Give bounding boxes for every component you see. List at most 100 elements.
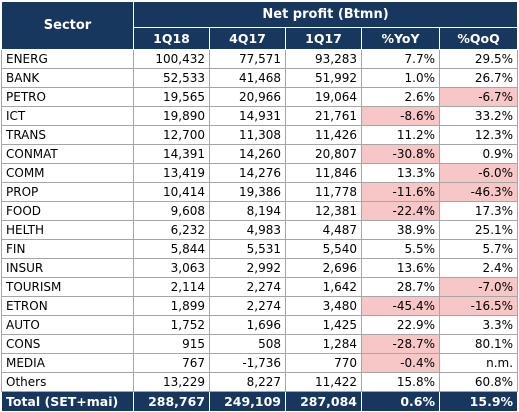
value-1q18-cell: 1,899 (133, 296, 210, 316)
column-header-yoy: %YoY (361, 27, 440, 50)
yoy-cell: 7.7% (361, 49, 440, 69)
table-body: ENERG 100,432 77,571 93,283 7.7% 29.5% BANK 52,… (1, 49, 519, 392)
qoq-cell: 0.9% (438, 144, 519, 164)
table-row: INSUR 3,063 2,992 2,696 13.6% 2.4% (1, 258, 519, 278)
qoq-cell: -6.7% (438, 87, 519, 107)
value-4q17-cell: 2,274 (209, 277, 286, 297)
value-4q17-cell: 19,386 (209, 182, 286, 202)
total-row: Total (SET+mai) 288,767 249,109 287,084 … (1, 391, 519, 412)
value-1q17-cell: 21,761 (285, 106, 362, 126)
total-4q17: 249,109 (209, 391, 286, 412)
table-row: ICT 19,890 14,931 21,761 -8.6% 33.2% (1, 106, 519, 126)
qoq-cell: -7.0% (438, 277, 519, 297)
value-1q17-cell: 20,807 (285, 144, 362, 164)
yoy-cell: -22.4% (361, 201, 440, 221)
value-1q18-cell: 13,229 (133, 372, 210, 392)
total-label: Total (SET+mai) (1, 391, 134, 412)
column-header-1q17: 1Q17 (285, 27, 362, 50)
yoy-cell: 13.6% (361, 258, 440, 278)
value-1q17-cell: 11,846 (285, 163, 362, 183)
value-1q17-cell: 1,284 (285, 334, 362, 354)
value-4q17-cell: 14,276 (209, 163, 286, 183)
value-1q18-cell: 1,752 (133, 315, 210, 335)
value-1q18-cell: 6,232 (133, 220, 210, 240)
value-4q17-cell: 2,992 (209, 258, 286, 278)
value-1q18-cell: 52,533 (133, 68, 210, 88)
yoy-cell: 2.6% (361, 87, 440, 107)
value-1q18-cell: 9,608 (133, 201, 210, 221)
sector-header: Sector (1, 1, 134, 50)
value-4q17-cell: 41,468 (209, 68, 286, 88)
qoq-cell: 2.4% (438, 258, 519, 278)
value-1q18-cell: 19,890 (133, 106, 210, 126)
qoq-cell: 33.2% (438, 106, 519, 126)
yoy-cell: 15.8% (361, 372, 440, 392)
value-1q18-cell: 5,844 (133, 239, 210, 259)
qoq-cell: 25.1% (438, 220, 519, 240)
qoq-cell: -6.0% (438, 163, 519, 183)
value-1q17-cell: 4,487 (285, 220, 362, 240)
qoq-cell: 29.5% (438, 49, 519, 69)
value-1q17-cell: 11,426 (285, 125, 362, 145)
value-4q17-cell: 14,931 (209, 106, 286, 126)
yoy-cell: -30.8% (361, 144, 440, 164)
sector-cell: MEDIA (1, 353, 134, 373)
table-row: FIN 5,844 5,531 5,540 5.5% 5.7% (1, 239, 519, 259)
value-4q17-cell: 8,194 (209, 201, 286, 221)
yoy-cell: -8.6% (361, 106, 440, 126)
qoq-cell: n.m. (438, 353, 519, 373)
value-4q17-cell: 14,260 (209, 144, 286, 164)
sector-cell: INSUR (1, 258, 134, 278)
qoq-cell: -16.5% (438, 296, 519, 316)
value-1q17-cell: 1,425 (285, 315, 362, 335)
value-1q17-cell: 51,992 (285, 68, 362, 88)
column-header-row: 1Q18 4Q17 1Q17 %YoY %QoQ (2, 27, 519, 50)
sector-cell: HELTH (1, 220, 134, 240)
value-1q17-cell: 1,642 (285, 277, 362, 297)
value-1q18-cell: 3,063 (133, 258, 210, 278)
value-4q17-cell: 77,571 (209, 49, 286, 69)
yoy-cell: 28.7% (361, 277, 440, 297)
value-1q18-cell: 767 (133, 353, 210, 373)
qoq-cell: 17.3% (438, 201, 519, 221)
sector-cell: BANK (1, 68, 134, 88)
value-1q18-cell: 915 (133, 334, 210, 354)
sector-cell: CONMAT (1, 144, 134, 164)
sector-cell: FOOD (1, 201, 134, 221)
value-1q17-cell: 5,540 (285, 239, 362, 259)
value-1q18-cell: 19,565 (133, 87, 210, 107)
value-1q18-cell: 14,391 (133, 144, 210, 164)
net-profit-header: Net profit (Btmn) (132, 1, 519, 28)
table-row: ETRON 1,899 2,274 3,480 -45.4% -16.5% (1, 296, 519, 316)
sector-cell: ETRON (1, 296, 134, 316)
total-1q18: 288,767 (133, 391, 210, 412)
table-row: CONS 915 508 1,284 -28.7% 80.1% (1, 334, 519, 354)
yoy-cell: 22.9% (361, 315, 440, 335)
total-qoq: 15.9% (438, 391, 519, 412)
column-header-1q18: 1Q18 (133, 27, 210, 50)
table-row: FOOD 9,608 8,194 12,381 -22.4% 17.3% (1, 201, 519, 221)
qoq-cell: 26.7% (438, 68, 519, 88)
sector-cell: Others (1, 372, 134, 392)
qoq-cell: 80.1% (438, 334, 519, 354)
value-1q18-cell: 100,432 (133, 49, 210, 69)
value-1q17-cell: 770 (285, 353, 362, 373)
total-yoy: 0.6% (361, 391, 440, 412)
table-row: BANK 52,533 41,468 51,992 1.0% 26.7% (1, 68, 519, 88)
table-row: HELTH 6,232 4,983 4,487 38.9% 25.1% (1, 220, 519, 240)
sector-cell: PROP (1, 182, 134, 202)
table-row: AUTO 1,752 1,696 1,425 22.9% 3.3% (1, 315, 519, 335)
value-4q17-cell: -1,736 (209, 353, 286, 373)
total-1q17: 287,084 (285, 391, 362, 412)
table-row: Others 13,229 8,227 11,422 15.8% 60.8% (1, 372, 519, 392)
value-4q17-cell: 5,531 (209, 239, 286, 259)
table-row: COMM 13,419 14,276 11,846 13.3% -6.0% (1, 163, 519, 183)
value-4q17-cell: 4,983 (209, 220, 286, 240)
table-row: MEDIA 767 -1,736 770 -0.4% n.m. (1, 353, 519, 373)
value-1q18-cell: 12,700 (133, 125, 210, 145)
qoq-cell: 60.8% (438, 372, 519, 392)
yoy-cell: -45.4% (361, 296, 440, 316)
sector-cell: TRANS (1, 125, 134, 145)
yoy-cell: 1.0% (361, 68, 440, 88)
